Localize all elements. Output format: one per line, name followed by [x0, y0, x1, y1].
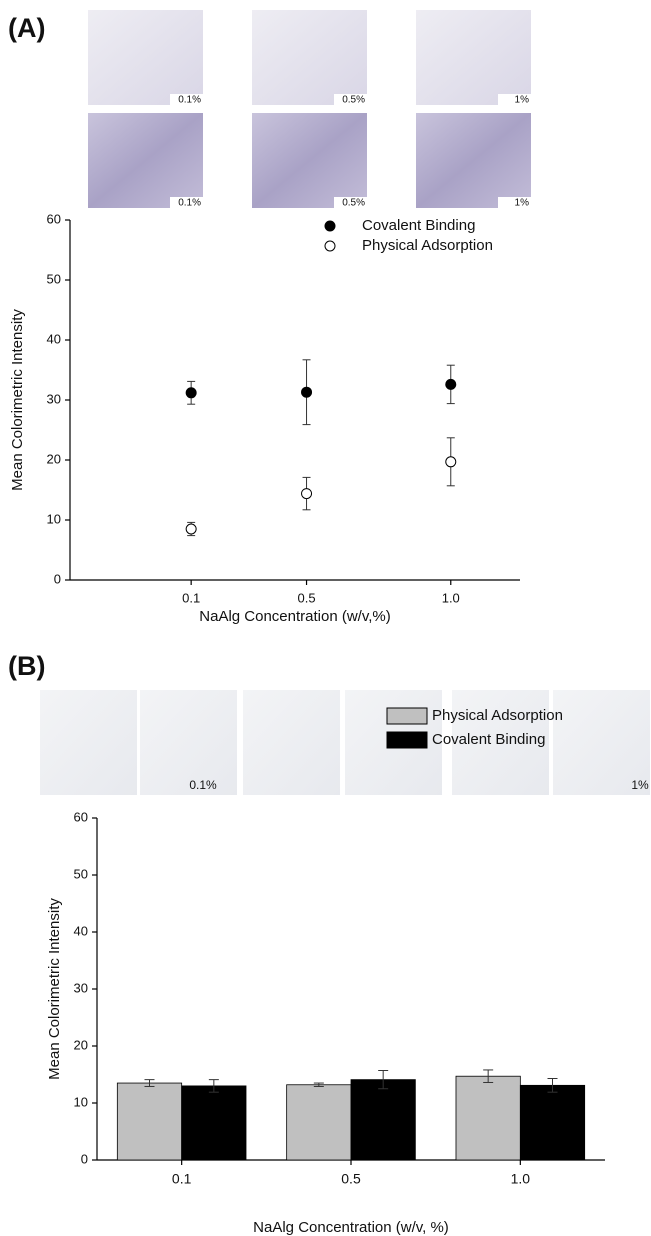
photo-label: 1%	[515, 198, 530, 209]
photo-strip: 0.1%0.5%1%0.1%0.5%1%0.1%0.5%1%	[40, 10, 650, 795]
legend-label: Covalent Binding	[362, 217, 475, 234]
photo-label-bg	[170, 197, 203, 208]
x-axis-title: NaAlg Concentration (w/v,%)	[199, 608, 390, 625]
y-tick-label: 20	[47, 451, 61, 466]
photo-label-bg	[334, 197, 367, 208]
photo-label-bg	[498, 94, 531, 105]
y-tick-label: 50	[47, 271, 61, 286]
y-tick-label: 20	[74, 1037, 88, 1052]
y-tick-label: 10	[47, 511, 61, 526]
y-tick-label: 10	[74, 1094, 88, 1109]
x-axis-title: NaAlg Concentration (w/v, %)	[253, 1219, 449, 1236]
photo-label: 1%	[515, 95, 530, 106]
photo	[88, 113, 203, 208]
legend-swatch	[386, 731, 428, 749]
legend-swatch	[386, 707, 428, 725]
photo-label: 0.5%	[342, 95, 365, 106]
point	[301, 386, 313, 398]
legend-label: Physical Adsorption	[432, 707, 563, 724]
photo-label: 0.1%	[178, 198, 201, 209]
photo	[88, 10, 203, 105]
bar	[455, 1075, 521, 1161]
y-tick-label: 40	[47, 331, 61, 346]
bar	[116, 1082, 183, 1161]
photo-label-bg	[334, 94, 367, 105]
photo	[252, 113, 367, 208]
point	[445, 378, 457, 390]
y-axis-title: Mean Colorimetric Intensity	[9, 309, 26, 491]
legend-marker	[324, 220, 336, 232]
photo	[416, 10, 531, 105]
photo	[553, 690, 650, 795]
photo	[452, 690, 549, 795]
legend-marker	[324, 240, 336, 252]
photo	[243, 690, 340, 795]
bar	[519, 1084, 586, 1161]
photo	[140, 690, 237, 795]
photo-label-bg	[170, 94, 203, 105]
y-tick-label: 50	[74, 866, 88, 881]
bar	[181, 1085, 247, 1161]
y-tick-label: 0	[81, 1151, 88, 1166]
y-tick-label: 30	[47, 391, 61, 406]
y-tick-label: 60	[47, 211, 61, 226]
y-tick-label: 60	[74, 809, 88, 824]
bar	[350, 1079, 416, 1161]
photo	[40, 690, 137, 795]
point	[185, 523, 197, 535]
y-tick-label: 0	[54, 571, 61, 586]
photo-label-bg	[498, 197, 531, 208]
photo	[416, 113, 531, 208]
point	[185, 387, 197, 399]
photo-label: 1%	[631, 778, 649, 792]
y-tick-label: 30	[74, 980, 88, 995]
legend-label: Physical Adsorption	[362, 237, 493, 254]
point	[301, 488, 313, 500]
x-tick-label: 1.0	[511, 1171, 531, 1187]
panel-label: (A)	[8, 13, 45, 43]
photo	[252, 10, 367, 105]
legend-label: Covalent Binding	[432, 731, 545, 748]
photo-label: 0.5%	[342, 198, 365, 209]
x-tick-label: 1.0	[442, 590, 460, 605]
x-tick-label: 0.5	[297, 590, 315, 605]
panel-label: (B)	[8, 651, 45, 681]
photo-label: 0.1%	[189, 778, 217, 792]
point	[445, 456, 457, 468]
bar	[286, 1084, 352, 1161]
x-tick-label: 0.1	[182, 590, 200, 605]
y-tick-label: 40	[74, 923, 88, 938]
y-axis-title: Mean Colorimetric Intensity	[46, 898, 63, 1080]
photo-label: 0.1%	[178, 95, 201, 106]
x-tick-label: 0.1	[172, 1171, 192, 1187]
x-tick-label: 0.5	[341, 1171, 361, 1187]
